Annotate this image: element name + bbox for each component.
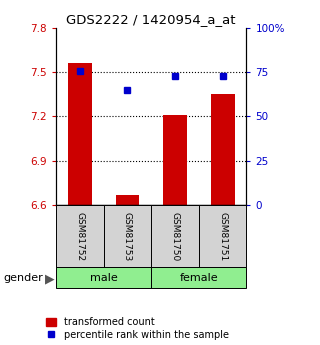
Bar (199, 205, 246, 267)
Text: ▶: ▶ (45, 272, 54, 285)
Bar (116, 195, 139, 205)
Text: gender: gender (3, 274, 43, 283)
Title: GDS2222 / 1420954_a_at: GDS2222 / 1420954_a_at (67, 13, 236, 27)
Text: GSM81753: GSM81753 (123, 212, 132, 261)
Text: female: female (180, 273, 218, 283)
Bar (211, 94, 235, 205)
Text: GSM81750: GSM81750 (171, 212, 180, 261)
Bar (68, 63, 92, 205)
Text: GSM81751: GSM81751 (218, 212, 227, 261)
Bar (151, 267, 246, 288)
Bar (151, 205, 199, 267)
Legend: transformed count, percentile rank within the sample: transformed count, percentile rank withi… (46, 317, 229, 340)
Bar (163, 115, 187, 205)
Bar (56, 267, 151, 288)
Text: GSM81752: GSM81752 (75, 212, 84, 261)
Text: male: male (90, 273, 117, 283)
Bar (104, 205, 151, 267)
Bar (56, 205, 104, 267)
